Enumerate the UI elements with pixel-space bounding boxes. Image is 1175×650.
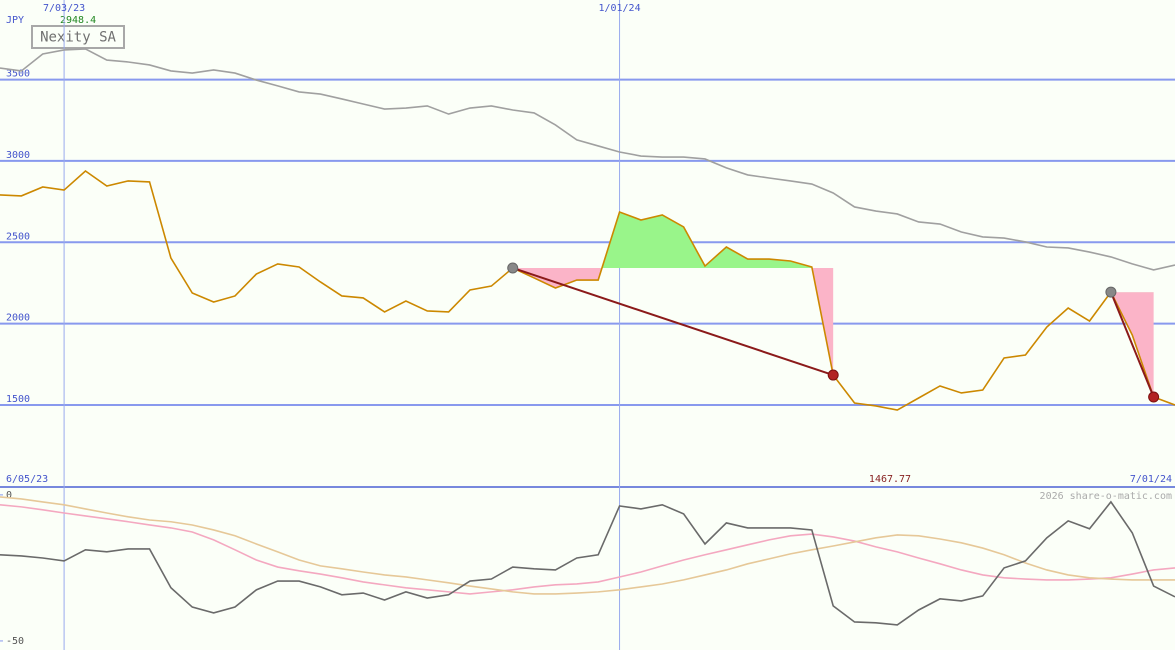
trade-line (1109, 291, 1155, 398)
trade-line (512, 267, 834, 377)
y-tick-label: 1500 (6, 394, 30, 405)
series-line (0, 169, 1175, 411)
series-line (0, 500, 1175, 626)
gain-area (512, 212, 834, 268)
y-tick-label: 0 (6, 490, 12, 501)
credit: 2026 share-o-matic.com (1040, 491, 1172, 502)
x-tick-label: 7/01/24 (1130, 474, 1172, 485)
series-line (0, 496, 1175, 595)
x-tick-label: 6/05/23 (6, 474, 48, 485)
loss-area (1110, 292, 1154, 398)
x-tick-label: 7/03/23 (43, 3, 85, 14)
y-tick-label: 2000 (6, 313, 30, 324)
y-tick-label: 2500 (6, 231, 30, 242)
entry-marker (507, 262, 519, 274)
chart-title: Nexity SA (40, 30, 116, 46)
entry-marker (1105, 286, 1117, 298)
min-label: 1467.77 (869, 474, 911, 485)
max-label: 2948.4 (60, 15, 96, 26)
y-tick-label: 3000 (6, 150, 30, 161)
x-tick-label: 1/01/24 (598, 3, 640, 14)
unit-label: JPY (6, 15, 24, 26)
y-tick-label: 3500 (6, 69, 30, 80)
y-tick-label: -50 (6, 636, 24, 647)
series-line (0, 48, 1175, 271)
title-box (31, 25, 125, 49)
exit-marker (827, 369, 839, 381)
series-line (0, 504, 1175, 595)
exit-marker (1148, 391, 1160, 403)
